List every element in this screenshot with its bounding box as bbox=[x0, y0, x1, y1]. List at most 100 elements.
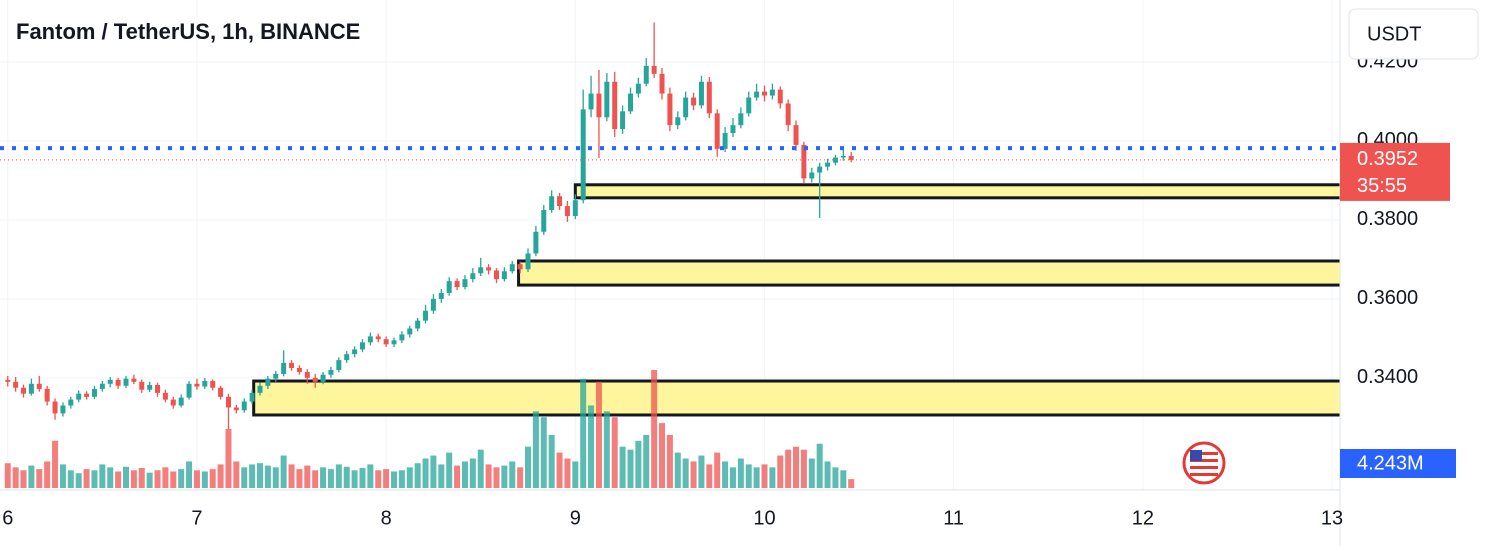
volume-bar bbox=[793, 446, 800, 488]
volume-bar bbox=[422, 458, 429, 488]
countdown-label: 35:55 bbox=[1357, 175, 1407, 197]
candle-body bbox=[722, 133, 728, 149]
candle-body bbox=[336, 360, 342, 370]
volume-bar bbox=[256, 463, 263, 488]
candle-body bbox=[698, 81, 704, 106]
volume-bar bbox=[288, 464, 295, 488]
volume-bar bbox=[335, 464, 342, 488]
y-tick-label: 0.3800 bbox=[1357, 208, 1418, 230]
x-tick-label: 12 bbox=[1132, 507, 1154, 529]
candle-body bbox=[825, 162, 831, 167]
candle-body bbox=[454, 281, 460, 288]
currency-button[interactable]: USDT bbox=[1348, 8, 1479, 60]
volume-bar bbox=[209, 469, 216, 488]
volume-bar bbox=[391, 471, 398, 488]
candle-body bbox=[667, 93, 673, 126]
candle-body bbox=[233, 407, 239, 411]
volume-bar bbox=[28, 465, 35, 488]
volume-bar bbox=[146, 472, 153, 488]
volume-bar bbox=[572, 461, 579, 488]
volume-bar bbox=[674, 452, 681, 488]
candle-body bbox=[533, 231, 539, 254]
candle-body bbox=[60, 405, 66, 414]
volume-bar bbox=[383, 469, 390, 488]
candle-body bbox=[241, 401, 247, 411]
candle-body bbox=[627, 93, 633, 112]
volume-bar bbox=[840, 470, 847, 488]
volume-bar bbox=[343, 466, 350, 488]
candle-body bbox=[493, 270, 499, 280]
candle-body bbox=[28, 383, 34, 394]
currency-label[interactable]: USDT bbox=[1367, 23, 1421, 45]
candle-body bbox=[612, 81, 618, 130]
candle-body bbox=[36, 383, 42, 389]
volume-label: 4.243M bbox=[1357, 452, 1424, 474]
candle-body bbox=[155, 384, 161, 393]
candle-body bbox=[304, 371, 310, 378]
candle-body bbox=[312, 377, 318, 382]
flag-stripe bbox=[1190, 473, 1218, 476]
volume-bar bbox=[666, 434, 673, 488]
candle-body bbox=[848, 155, 854, 160]
volume-bar bbox=[761, 464, 768, 488]
volume-bar bbox=[414, 463, 421, 488]
candle-body bbox=[643, 65, 649, 84]
volume-bar bbox=[588, 405, 595, 488]
candle-body bbox=[52, 401, 58, 414]
candle-body bbox=[99, 383, 105, 389]
volume-bar bbox=[12, 467, 19, 488]
volume-bar bbox=[99, 464, 106, 488]
flag-icon bbox=[1182, 441, 1226, 485]
candles bbox=[5, 22, 854, 430]
volume-bar bbox=[769, 467, 776, 488]
candle-body bbox=[194, 383, 200, 387]
candle-body bbox=[462, 279, 468, 288]
candle-body bbox=[123, 378, 129, 386]
volume-bar bbox=[438, 464, 445, 488]
volume-bar bbox=[777, 455, 784, 488]
candle-body bbox=[344, 354, 350, 361]
candle-body bbox=[683, 97, 689, 118]
candle-body bbox=[706, 81, 712, 114]
volume-bar bbox=[59, 464, 66, 488]
flag-stripe bbox=[1190, 466, 1218, 469]
volume-bar bbox=[619, 446, 626, 488]
candle-body bbox=[430, 298, 436, 311]
candle-body bbox=[714, 113, 720, 149]
volume-bar bbox=[745, 464, 752, 488]
x-tick-label: 8 bbox=[381, 507, 392, 529]
candle-body bbox=[651, 65, 657, 74]
candle-body bbox=[21, 387, 27, 394]
volume-bar bbox=[170, 471, 177, 488]
volume-bar bbox=[493, 467, 500, 488]
volume-bar bbox=[320, 467, 327, 488]
flag-ring bbox=[1182, 441, 1226, 485]
candle-body bbox=[620, 111, 626, 130]
candle-body bbox=[793, 125, 799, 145]
volume-bar bbox=[304, 465, 311, 488]
candle-body bbox=[139, 381, 145, 390]
volume-bar bbox=[4, 463, 11, 488]
volume-bar bbox=[824, 461, 831, 488]
volume-bar bbox=[525, 446, 532, 488]
volume-bar bbox=[540, 417, 547, 488]
x-tick-label: 6 bbox=[2, 507, 13, 529]
volume-bar bbox=[753, 467, 760, 488]
currency-button-box[interactable] bbox=[1348, 8, 1479, 60]
candle-body bbox=[375, 336, 381, 340]
flag-stripe bbox=[1190, 459, 1218, 462]
candle-body bbox=[249, 392, 255, 402]
zones bbox=[252, 183, 1340, 417]
candle-body bbox=[415, 320, 421, 329]
candle-body bbox=[588, 93, 594, 110]
volume-bar bbox=[430, 455, 437, 488]
volume-bar bbox=[249, 464, 256, 488]
volume-bar bbox=[509, 461, 516, 488]
candle-body bbox=[564, 206, 570, 216]
x-tick-label: 7 bbox=[191, 507, 202, 529]
volume-bar bbox=[651, 370, 658, 488]
candle-body bbox=[541, 210, 547, 232]
volume-pane bbox=[4, 370, 855, 488]
candle-body bbox=[596, 93, 602, 118]
